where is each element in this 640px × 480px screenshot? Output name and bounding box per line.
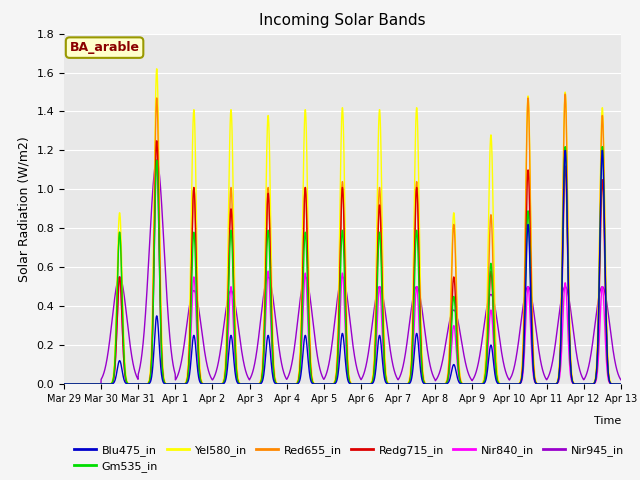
Legend: Blu475_in, Gm535_in, Yel580_in, Red655_in, Redg715_in, Nir840_in, Nir945_in: Blu475_in, Gm535_in, Yel580_in, Red655_i… — [70, 440, 628, 477]
Title: Incoming Solar Bands: Incoming Solar Bands — [259, 13, 426, 28]
Text: BA_arable: BA_arable — [70, 41, 140, 54]
Text: Time: Time — [593, 416, 621, 426]
Y-axis label: Solar Radiation (W/m2): Solar Radiation (W/m2) — [18, 136, 31, 282]
